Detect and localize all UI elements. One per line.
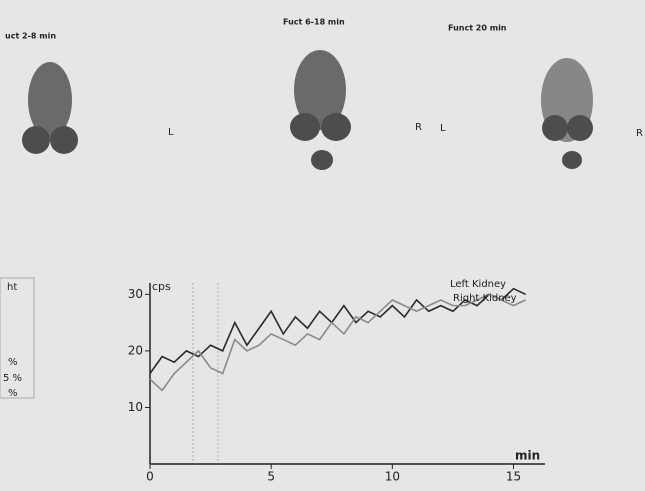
x-tick-label: 5 — [267, 470, 275, 484]
side-letter: L — [440, 123, 446, 134]
side-letter: R — [415, 122, 422, 133]
kidney — [22, 126, 50, 154]
scan-blob — [294, 50, 346, 130]
x-tick-label: 15 — [506, 470, 521, 484]
side-table — [0, 277, 35, 399]
side-table-cell: 5 % — [3, 373, 22, 384]
side-letter: L — [168, 127, 174, 138]
side-table-cell: % — [8, 388, 18, 399]
y-tick-label: 10 — [128, 400, 143, 414]
x-tick-label: 10 — [385, 470, 400, 484]
kidney — [321, 113, 351, 141]
heading: Funct 20 min — [448, 24, 507, 33]
series-line — [149, 287, 526, 374]
kidney — [567, 115, 593, 141]
y-tick-label: 20 — [128, 343, 143, 357]
kidney — [542, 115, 568, 141]
legend-entry: Right Kidney — [453, 293, 517, 304]
kidney — [290, 113, 320, 141]
y-axis-label: cps — [152, 280, 171, 293]
bladder — [311, 150, 333, 170]
side-letter: R — [636, 128, 643, 139]
x-tick-label: 0 — [146, 470, 154, 484]
y-tick-label: 30 — [128, 287, 143, 301]
side-table-cell: % — [8, 357, 18, 368]
x-axis-label: min — [515, 449, 540, 463]
heading: uct 2-8 min — [5, 32, 56, 41]
table-frame — [0, 277, 35, 399]
scan-images — [22, 50, 593, 170]
legend-entry: Left Kidney — [450, 279, 506, 290]
scan-blob — [28, 62, 72, 138]
series-line — [149, 293, 526, 392]
bladder — [562, 151, 582, 169]
kidney — [50, 126, 78, 154]
heading: Fuct 6-18 min — [283, 18, 345, 27]
side-table-cell: ht — [7, 282, 17, 293]
